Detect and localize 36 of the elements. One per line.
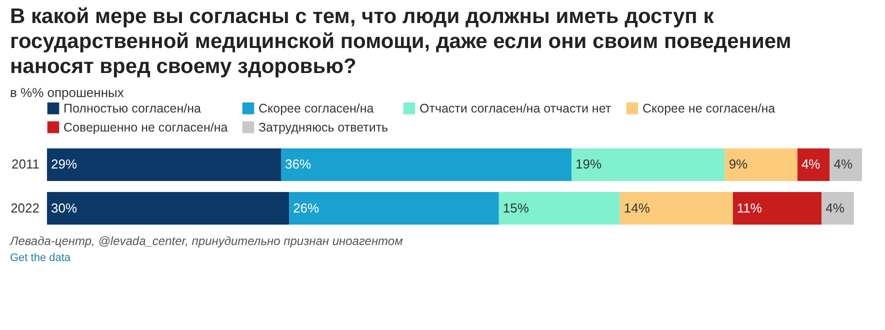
bar	[724, 148, 798, 182]
bar	[289, 192, 499, 225]
data-label: 4%	[826, 200, 845, 216]
data-label: 26%	[293, 200, 320, 216]
bar	[822, 192, 854, 225]
y-tick-label: 2022	[10, 200, 40, 216]
data-label: 19%	[576, 156, 602, 172]
bar	[47, 192, 290, 225]
bar	[732, 192, 822, 225]
data-label: 14%	[624, 200, 650, 216]
bar	[498, 192, 620, 225]
legend-label: Полностью согласен/на	[64, 101, 201, 116]
bar	[620, 192, 733, 225]
y-tick-label: 2011	[12, 156, 40, 172]
bar	[797, 148, 830, 182]
bar	[572, 148, 725, 182]
bar	[47, 148, 282, 182]
chart-title: В какой мере вы согласны с тем, что люди должны иметь доступ к государственной медицинской помощи, даже если они своим поведением наносят вред своему здоровью?	[10, 4, 792, 79]
chart-subtitle: в %% опрошенных	[10, 85, 125, 100]
data-label: 4%	[834, 156, 853, 172]
legend-label: Скорее не согласен/на	[642, 101, 776, 116]
legend-label: Скорее согласен/на	[258, 101, 374, 116]
data-label: 15%	[502, 200, 530, 216]
text: Get the data	[10, 251, 72, 266]
legend-label: Затрудняюсь ответить	[258, 120, 388, 134]
bar	[281, 148, 572, 182]
text: Левада-центр, @levada_center, принудительно признан иноагентом	[10, 233, 404, 250]
bar	[830, 148, 862, 182]
data-label: 11%	[736, 200, 762, 216]
legend-label: Совершенно не согласен/на	[64, 120, 228, 134]
data-label: 4%	[801, 156, 821, 172]
data-label: 30%	[51, 200, 78, 216]
data-label: 36%	[285, 156, 312, 172]
data-label: 9%	[728, 156, 748, 172]
legend-label: Отчасти согласен/на отчасти нет	[420, 101, 612, 116]
data-label: 29%	[51, 156, 78, 172]
